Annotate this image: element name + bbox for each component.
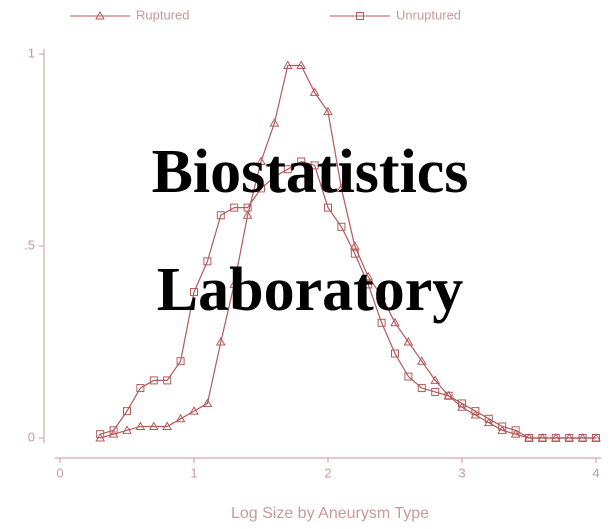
point-marker bbox=[391, 349, 399, 358]
series-line bbox=[100, 160, 596, 439]
point-marker bbox=[324, 203, 332, 212]
point-marker bbox=[109, 426, 118, 435]
point-marker bbox=[404, 372, 413, 381]
x-tick-label: 0 bbox=[56, 465, 63, 480]
x-tick-label: 4 bbox=[592, 465, 599, 480]
legend-label: Ruptured bbox=[136, 7, 189, 22]
point-marker bbox=[216, 211, 225, 220]
point-marker bbox=[190, 288, 198, 297]
y-tick-label: .5 bbox=[24, 237, 35, 252]
point-marker bbox=[431, 387, 440, 396]
point-marker bbox=[430, 375, 441, 384]
point-marker bbox=[243, 203, 252, 212]
point-marker bbox=[498, 422, 507, 431]
point-marker bbox=[136, 384, 145, 393]
point-marker bbox=[551, 434, 560, 442]
point-marker bbox=[444, 391, 453, 400]
point-marker bbox=[376, 290, 387, 300]
point-marker bbox=[176, 357, 185, 366]
y-tick-label: 1 bbox=[28, 45, 35, 60]
point-marker bbox=[363, 271, 374, 281]
point-marker bbox=[578, 434, 587, 442]
point-marker bbox=[538, 434, 547, 442]
point-marker bbox=[565, 434, 574, 442]
point-marker bbox=[149, 376, 158, 385]
point-marker bbox=[309, 87, 320, 96]
point-marker bbox=[270, 172, 279, 181]
point-marker bbox=[282, 60, 293, 70]
point-marker bbox=[269, 118, 280, 127]
point-marker bbox=[229, 279, 240, 288]
point-marker bbox=[458, 399, 466, 408]
point-marker bbox=[135, 421, 146, 430]
x-tick-label: 2 bbox=[324, 465, 331, 480]
point-marker bbox=[417, 384, 426, 393]
overlay-text: Biostatistics bbox=[152, 138, 469, 206]
point-marker bbox=[511, 426, 520, 435]
overlay-text: Laboratory bbox=[157, 256, 464, 324]
point-marker bbox=[123, 407, 131, 416]
point-marker bbox=[364, 280, 373, 289]
point-marker bbox=[356, 12, 364, 20]
point-marker bbox=[377, 318, 386, 327]
point-marker bbox=[189, 406, 199, 415]
point-marker bbox=[175, 413, 186, 423]
point-marker bbox=[471, 407, 480, 416]
point-marker bbox=[202, 398, 213, 407]
legend-label: Unruptured bbox=[396, 7, 461, 22]
point-marker bbox=[323, 106, 333, 116]
point-marker bbox=[122, 425, 132, 434]
point-marker bbox=[297, 157, 306, 166]
y-tick-label: 0 bbox=[28, 429, 35, 444]
point-marker bbox=[349, 240, 360, 250]
point-marker bbox=[163, 376, 172, 385]
point-marker bbox=[484, 414, 493, 423]
point-marker bbox=[592, 434, 600, 442]
point-marker bbox=[96, 430, 105, 439]
point-marker bbox=[95, 10, 105, 20]
point-marker bbox=[390, 317, 400, 327]
point-marker bbox=[525, 434, 533, 442]
point-marker bbox=[256, 156, 266, 166]
point-marker bbox=[242, 210, 253, 219]
point-marker bbox=[337, 222, 346, 231]
point-marker bbox=[162, 421, 173, 430]
point-marker bbox=[215, 336, 226, 346]
point-marker bbox=[336, 183, 347, 192]
point-marker bbox=[403, 336, 414, 346]
point-marker bbox=[283, 165, 292, 174]
series-line bbox=[100, 64, 596, 439]
point-marker bbox=[310, 161, 319, 170]
point-marker bbox=[350, 249, 359, 258]
x-tick-label: 3 bbox=[458, 465, 465, 480]
point-marker bbox=[230, 203, 239, 212]
point-marker bbox=[257, 184, 265, 193]
point-marker bbox=[148, 421, 159, 430]
point-marker bbox=[203, 257, 212, 266]
x-tick-label: 1 bbox=[190, 465, 197, 480]
x-axis-label: Log Size by Aneurysm Type bbox=[231, 505, 429, 522]
point-marker bbox=[416, 356, 427, 365]
point-marker bbox=[296, 60, 307, 70]
